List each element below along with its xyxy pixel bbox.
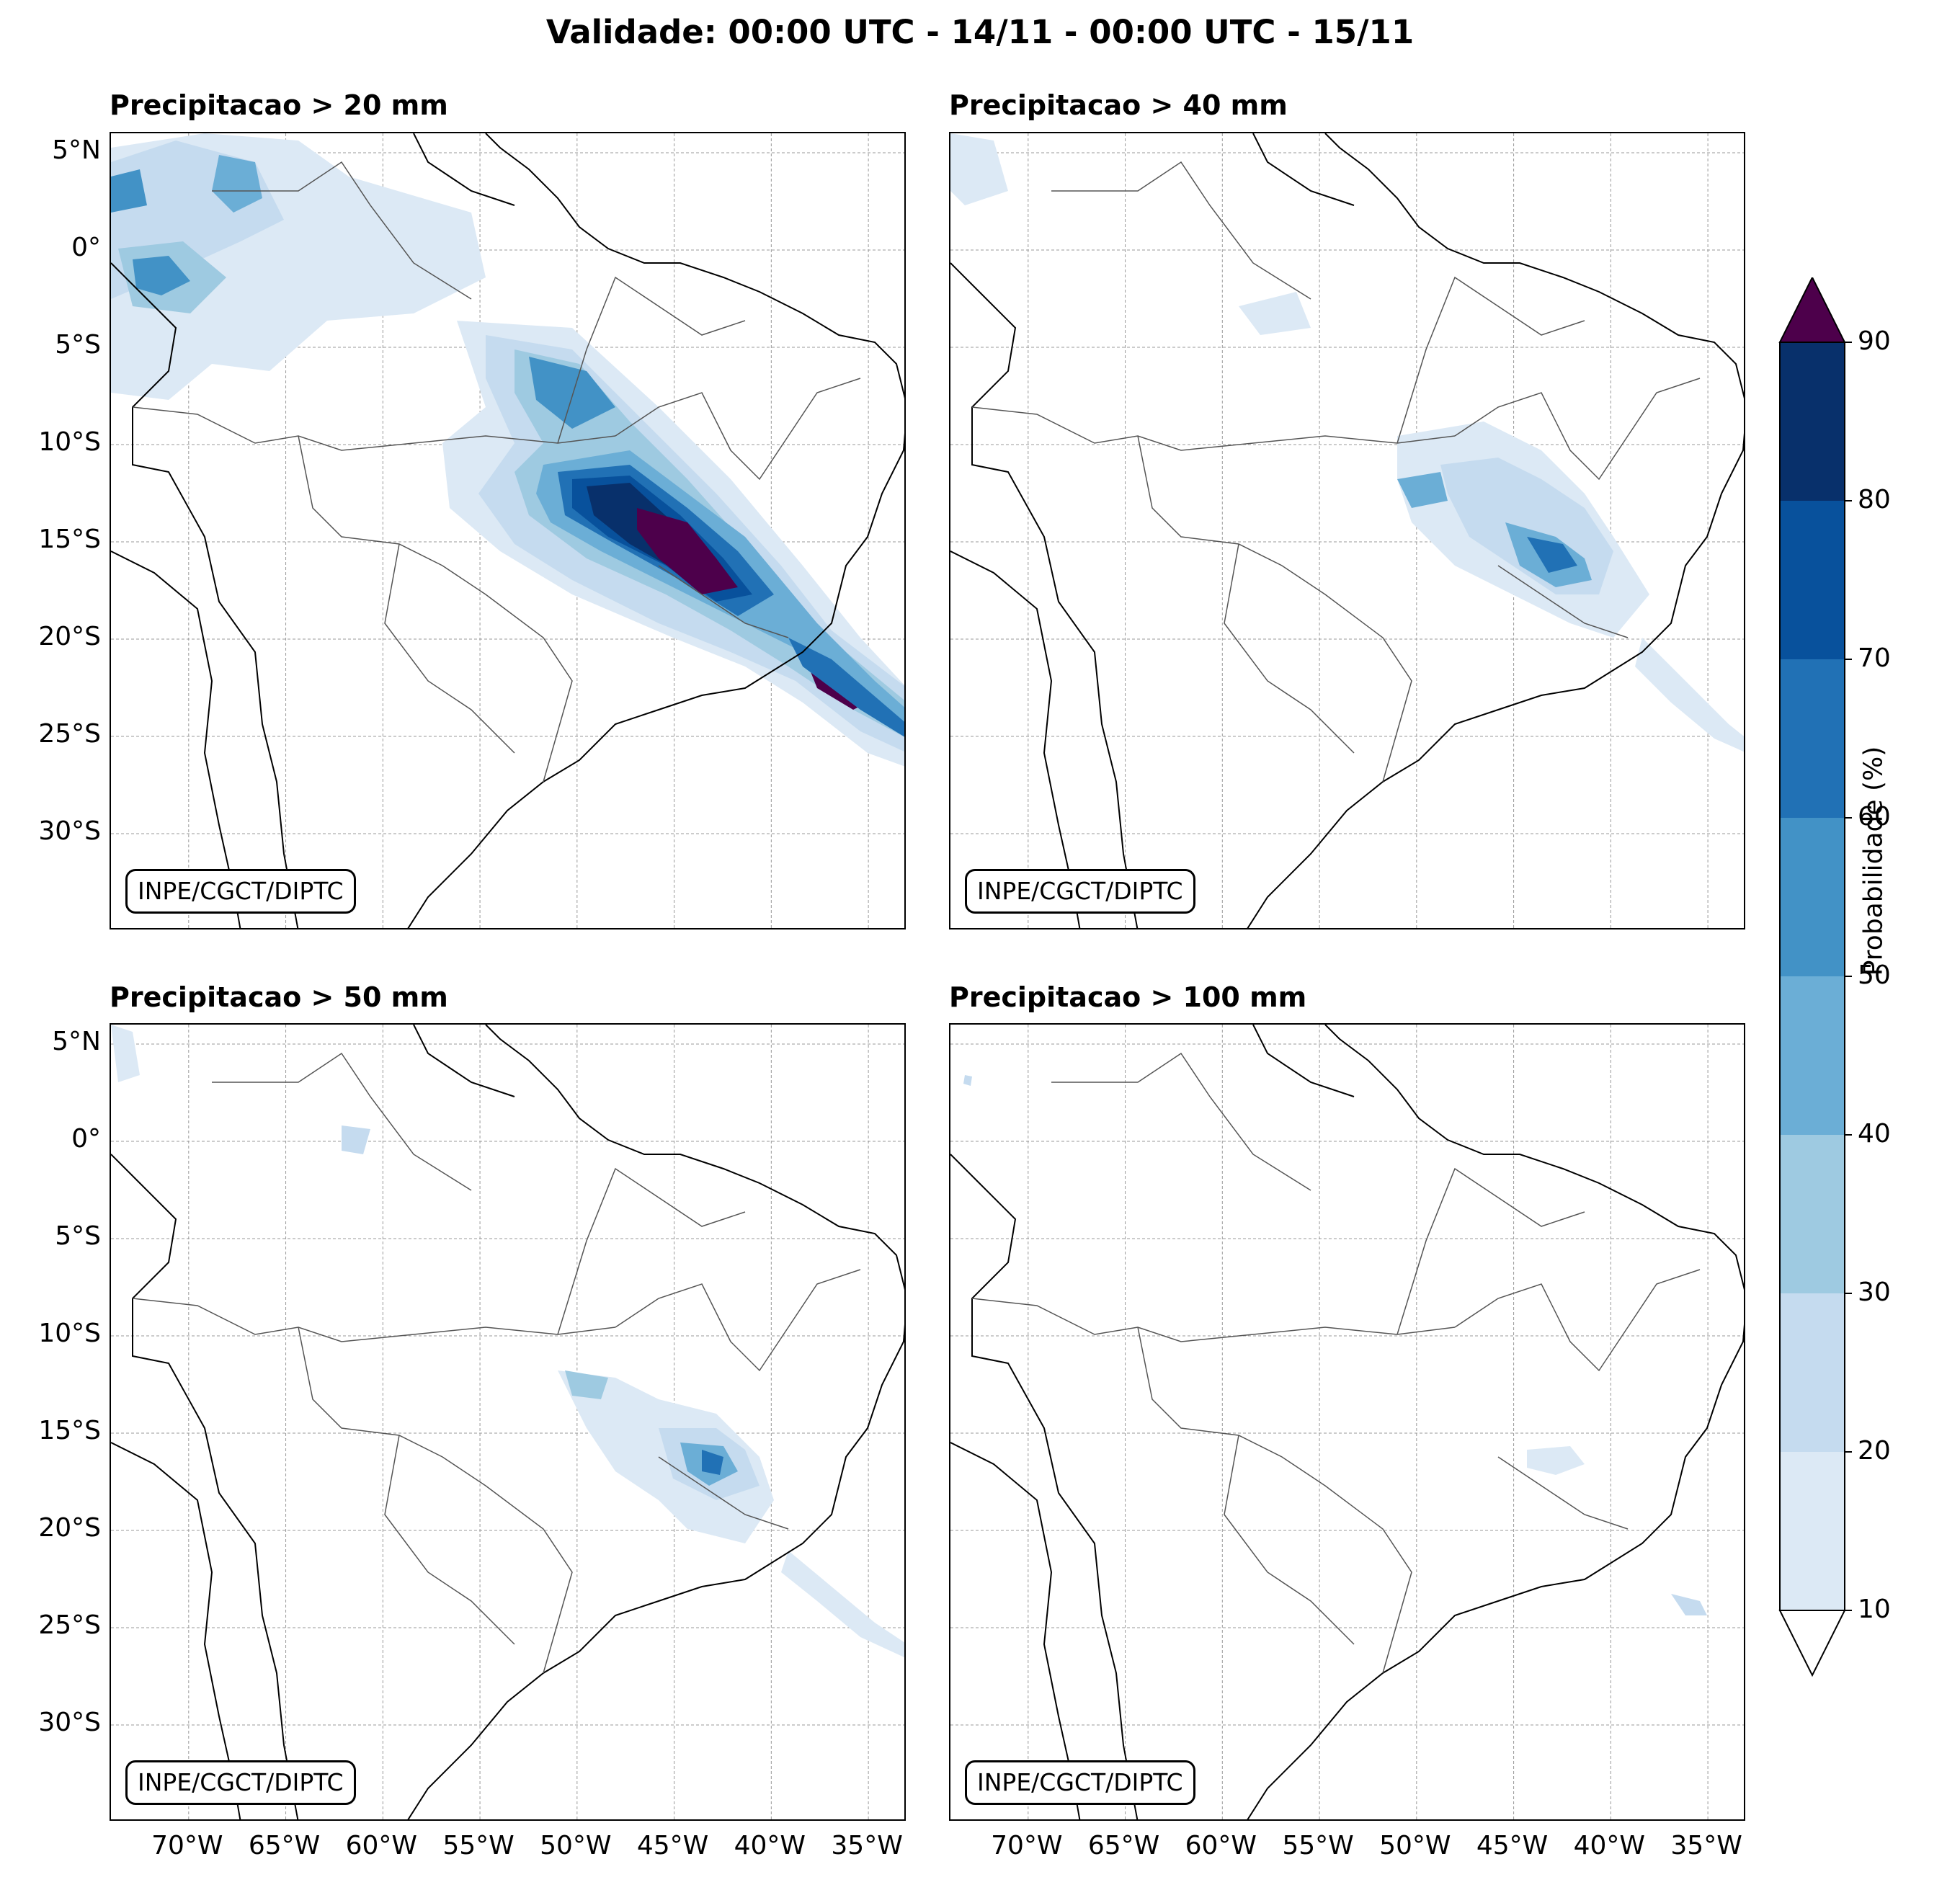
lon-tick-label: 65°W	[1087, 1831, 1160, 1860]
lon-tick-label: 45°W	[1476, 1831, 1549, 1860]
state-borders	[132, 1052, 861, 1674]
colorbar-tick-label: 40	[1858, 1119, 1891, 1149]
colorbar-tick-label: 90	[1858, 326, 1891, 356]
map-canvas-40mm	[950, 133, 1744, 928]
lat-tick-label: 10°S	[38, 1319, 101, 1348]
lon-tick-label: 50°W	[1379, 1831, 1451, 1860]
lon-tick-label: 60°W	[1185, 1831, 1257, 1860]
credit-badge: INPE/CGCT/DIPTC	[965, 869, 1195, 914]
colorbar-segment	[1780, 1452, 1845, 1610]
lon-tick-label: 55°W	[1282, 1831, 1354, 1860]
credit-badge: INPE/CGCT/DIPTC	[125, 1760, 356, 1805]
colorbar-over-triangle	[1778, 277, 1846, 343]
lon-tick-label: 45°W	[636, 1831, 709, 1860]
colorbar-segment	[1780, 1135, 1845, 1293]
lat-tick-label: 15°S	[38, 1416, 101, 1445]
colorbar-tick-label: 20	[1858, 1436, 1891, 1466]
lon-tick-label: 40°W	[1573, 1831, 1646, 1860]
colorbar-segment	[1780, 501, 1845, 659]
coastline-borders	[950, 133, 1744, 928]
lat-tick-label: 15°S	[38, 525, 101, 554]
lat-tick-label: 0°	[71, 233, 101, 262]
credit-badge: INPE/CGCT/DIPTC	[965, 1760, 1195, 1805]
colorbar	[1778, 277, 1852, 1677]
lon-tick-label: 50°W	[540, 1831, 612, 1860]
coastline-borders	[111, 1025, 904, 1819]
map-panel-20mm: INPE/CGCT/DIPTC	[110, 132, 906, 929]
state-borders	[132, 161, 861, 783]
colorbar-tick-label: 60	[1858, 802, 1891, 832]
lon-tick-label: 40°W	[734, 1831, 806, 1860]
probability-field	[111, 133, 904, 767]
lat-tick-label: 0°	[71, 1124, 101, 1154]
colorbar-segment	[1780, 818, 1845, 976]
probability-field	[111, 1025, 904, 1658]
lat-tick-label: 30°S	[38, 816, 101, 846]
panel-title-100mm: Precipitacao > 100 mm	[949, 981, 1307, 1013]
lat-tick-label: 5°N	[52, 135, 101, 165]
coastline-borders	[950, 1025, 1744, 1819]
lon-tick-label: 60°W	[345, 1831, 418, 1860]
map-canvas-50mm	[111, 1025, 904, 1819]
graticule	[111, 1025, 904, 1819]
lon-tick-label: 65°W	[248, 1831, 321, 1860]
state-borders	[971, 161, 1701, 783]
colorbar-tick-label: 80	[1858, 485, 1891, 514]
colorbar-segment	[1780, 1293, 1845, 1452]
colorbar-under-triangle	[1778, 1610, 1846, 1677]
probability-field	[950, 133, 1744, 752]
map-panel-100mm: INPE/CGCT/DIPTC	[949, 1023, 1745, 1821]
lon-tick-label: 35°W	[1670, 1831, 1742, 1860]
state-borders	[971, 1052, 1701, 1674]
credit-badge: INPE/CGCT/DIPTC	[125, 869, 356, 914]
colorbar-segment	[1780, 342, 1845, 501]
graticule	[950, 1025, 1744, 1819]
figure-title: Validade: 00:00 UTC - 14/11 - 00:00 UTC …	[545, 13, 1415, 51]
colorbar-segment	[1780, 659, 1845, 818]
lat-tick-label: 25°S	[38, 1610, 101, 1640]
lat-tick-label: 20°S	[38, 1513, 101, 1543]
map-canvas-100mm	[950, 1025, 1744, 1819]
lat-tick-label: 5°S	[55, 330, 101, 360]
panel-title-50mm: Precipitacao > 50 mm	[110, 981, 448, 1013]
lon-tick-label: 70°W	[151, 1831, 223, 1860]
colorbar-label: Probabilidade (%)	[1858, 746, 1889, 976]
probability-field	[963, 1075, 1707, 1615]
colorbar-tick-label: 50	[1858, 960, 1891, 990]
lat-tick-label: 5°N	[52, 1027, 101, 1056]
lat-tick-label: 10°S	[38, 427, 101, 457]
lat-tick-label: 25°S	[38, 719, 101, 749]
lat-tick-label: 30°S	[38, 1708, 101, 1737]
colorbar-tick-label: 10	[1858, 1595, 1891, 1624]
lon-tick-label: 70°W	[991, 1831, 1063, 1860]
lat-tick-label: 5°S	[55, 1221, 101, 1251]
colorbar-segment	[1780, 976, 1845, 1135]
panel-title-40mm: Precipitacao > 40 mm	[949, 89, 1288, 121]
map-panel-40mm: INPE/CGCT/DIPTC	[949, 132, 1745, 929]
map-panel-50mm: INPE/CGCT/DIPTC	[110, 1023, 906, 1821]
lat-tick-label: 20°S	[38, 622, 101, 651]
lon-tick-label: 55°W	[442, 1831, 514, 1860]
colorbar-tick-label: 30	[1858, 1278, 1891, 1307]
map-canvas-20mm	[111, 133, 904, 928]
panel-title-20mm: Precipitacao > 20 mm	[110, 89, 448, 121]
lon-tick-label: 35°W	[831, 1831, 903, 1860]
colorbar-tick-label: 70	[1858, 643, 1891, 673]
